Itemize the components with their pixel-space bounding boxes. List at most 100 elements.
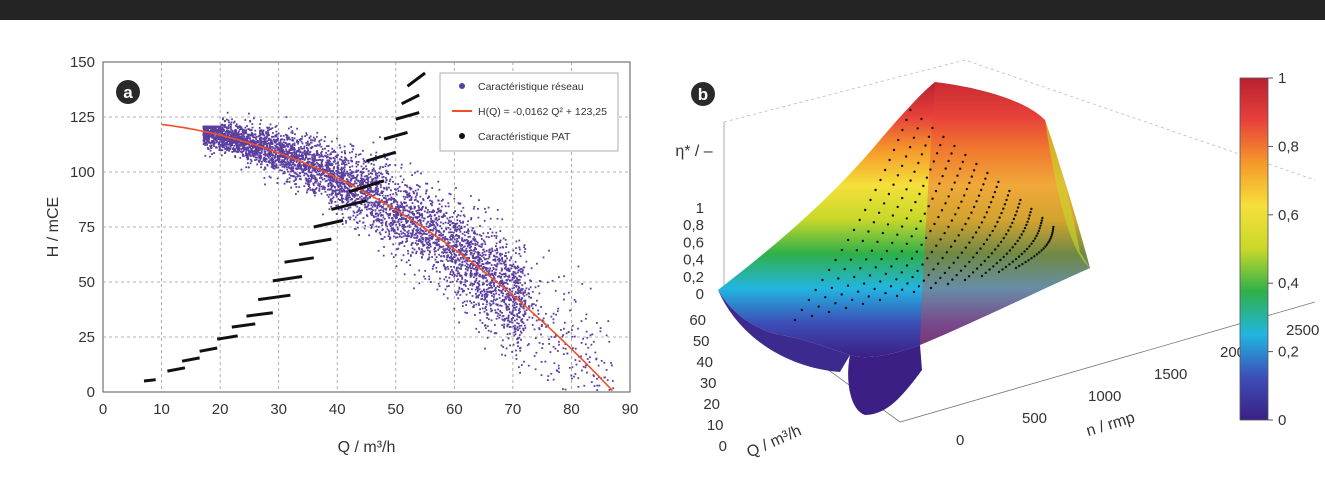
network-point [260, 136, 263, 139]
network-point [481, 267, 484, 270]
network-point [490, 235, 493, 237]
network-point [495, 303, 498, 306]
network-point [293, 152, 296, 154]
network-point [405, 261, 408, 264]
network-point [259, 131, 261, 133]
network-point [499, 230, 502, 232]
network-point [276, 138, 279, 141]
network-point [303, 185, 306, 187]
network-point [464, 239, 467, 242]
network-point [437, 230, 440, 233]
network-point [344, 157, 347, 160]
network-point [474, 260, 476, 263]
network-point [350, 177, 352, 180]
network-point [356, 174, 359, 177]
network-point [501, 294, 504, 297]
network-point [214, 126, 216, 129]
network-point [320, 164, 323, 166]
network-point [504, 296, 507, 299]
network-point [286, 166, 288, 169]
network-point [212, 140, 215, 143]
network-point [405, 184, 408, 187]
network-point [220, 130, 223, 133]
network-point [306, 142, 309, 145]
network-point [371, 170, 374, 172]
network-point [471, 265, 474, 267]
network-point [456, 238, 458, 240]
network-point [437, 249, 440, 251]
network-point [446, 238, 448, 240]
network-point [397, 207, 400, 210]
network-point [331, 164, 333, 167]
network-point [355, 197, 358, 200]
network-point [349, 174, 351, 176]
network-point [428, 244, 430, 246]
network-point [383, 218, 386, 220]
network-point [275, 130, 278, 133]
network-point [284, 165, 287, 167]
network-point [460, 210, 463, 213]
network-point [406, 221, 409, 223]
network-point [363, 167, 365, 170]
network-point [418, 248, 421, 251]
network-point [398, 209, 400, 211]
network-point [277, 160, 280, 163]
network-point [263, 139, 266, 141]
network-point [367, 180, 370, 183]
network-point [401, 218, 404, 220]
network-point [419, 231, 421, 233]
network-point [283, 138, 286, 141]
network-point [403, 201, 405, 204]
network-point [387, 214, 390, 217]
network-point [444, 251, 446, 253]
network-point [304, 157, 307, 160]
network-point [236, 135, 239, 138]
network-point [486, 294, 489, 297]
network-point [395, 236, 397, 239]
network-point [400, 259, 403, 262]
network-point [388, 238, 391, 241]
network-point [540, 374, 543, 377]
network-point [565, 332, 568, 335]
network-point [273, 157, 276, 159]
network-point [485, 258, 488, 260]
network-point [232, 133, 235, 135]
network-point [272, 158, 275, 161]
network-point [399, 215, 402, 217]
network-point [453, 225, 455, 227]
network-point [362, 149, 364, 152]
network-point [303, 164, 306, 166]
network-point [398, 223, 401, 225]
network-point [401, 241, 404, 244]
network-point [459, 280, 462, 283]
network-point [325, 180, 328, 182]
network-point [346, 201, 349, 203]
network-point [464, 249, 467, 252]
network-point [254, 156, 257, 159]
network-point [467, 263, 469, 266]
network-point [389, 207, 392, 209]
network-point [382, 206, 384, 208]
network-point [251, 133, 253, 136]
network-point [357, 193, 359, 196]
network-point [238, 126, 241, 129]
network-point [263, 158, 265, 161]
network-point [256, 140, 259, 143]
network-point [348, 185, 351, 188]
network-point [453, 256, 456, 259]
network-point [285, 136, 288, 139]
network-point [349, 184, 351, 187]
network-point [347, 162, 350, 165]
network-point [407, 252, 410, 255]
network-point [317, 170, 320, 173]
network-point [359, 184, 361, 187]
network-point [472, 249, 475, 252]
network-point [286, 158, 289, 161]
network-point [204, 133, 207, 135]
network-point [404, 184, 406, 186]
network-point [304, 166, 307, 168]
network-point [436, 219, 439, 222]
network-point [381, 238, 384, 240]
network-point [475, 248, 478, 250]
network-point [491, 273, 493, 275]
